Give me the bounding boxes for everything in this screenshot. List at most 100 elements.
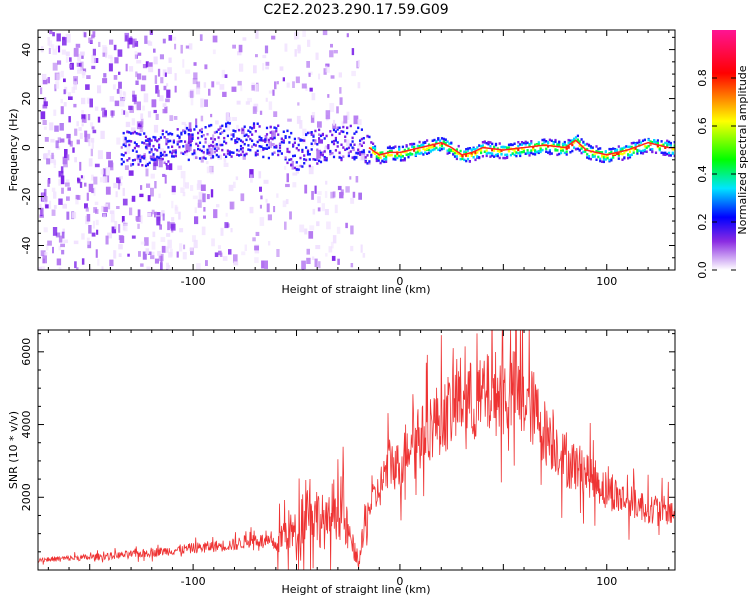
heatmap-cell [276,81,279,85]
heatmap-cell [359,139,362,142]
heatmap-cell [668,154,671,157]
heatmap-cell [137,132,140,136]
heatmap-cell [129,207,133,216]
heatmap-cell [344,140,347,143]
heatmap-cell [548,138,551,142]
heatmap-background [38,30,675,270]
heatmap-cell [318,73,321,80]
heatmap-cell [386,146,390,149]
heatmap-cell [122,198,128,206]
heatmap-cell [42,120,47,125]
heatmap-cell [74,157,77,163]
heatmap-cell [545,140,548,143]
heatmap-cell [254,144,257,147]
heatmap-cell [208,148,214,156]
heatmap-cell [619,147,622,151]
heatmap-cell [40,87,43,95]
heatmap-cell [206,194,210,200]
heatmap-cell [103,206,108,212]
heatmap-cell [156,139,159,142]
heatmap-cell [135,143,138,146]
heatmap-cell [453,155,457,158]
heatmap-cell [641,152,645,155]
heatmap-cell [352,191,356,198]
heatmap-cell [332,235,337,244]
heatmap-cell [341,121,345,125]
heatmap-cell [58,45,61,53]
heatmap-cell [455,155,458,158]
heatmap-cell [668,143,671,146]
heatmap-cell [43,126,47,130]
heatmap-cell [440,147,444,151]
heatmap-cell [92,129,97,134]
heatmap-cell [311,191,314,200]
heatmap-cell [95,249,98,258]
heatmap-cell [83,68,87,73]
heatmap-cell [368,135,371,139]
heatmap-cell [522,141,525,145]
heatmap-cell [483,140,486,143]
heatmap-cell [357,152,360,155]
heatmap-cell [271,35,276,40]
heatmap-cell [232,133,235,136]
heatmap-cell [526,149,529,152]
heatmap-cell [156,149,159,152]
heatmap-cell [128,105,133,110]
snr-y-tick-label: 4000 [20,411,33,439]
heatmap-cell [304,228,308,235]
heatmap-cell [192,195,198,200]
heatmap-cell [351,136,354,140]
heatmap-cell [377,154,380,158]
heatmap-cell [373,146,377,150]
heatmap-cell [119,236,125,243]
heatmap-cell [340,130,343,133]
heatmap-cell [108,63,113,72]
heatmap-cell [169,248,173,257]
heatmap-cell [191,152,194,156]
heatmap-cell [354,151,359,158]
heatmap-cell [409,153,412,157]
heatmap-cell [636,141,639,145]
heatmap-cell [208,145,211,148]
heatmap-cell [150,173,155,179]
heatmap-cell [206,151,209,154]
heatmap-cell [301,260,306,270]
heatmap-cell [481,144,484,147]
heatmap-cell [42,78,48,85]
heatmap-cell [206,148,209,152]
heatmap-cell [143,93,149,103]
heatmap-cell [105,167,110,176]
heatmap-cell [148,161,151,165]
heatmap-cell [641,149,645,152]
heatmap-cell [431,145,434,149]
heatmap-cell [84,182,87,187]
heatmap-cell [318,128,321,132]
heatmap-cell [66,133,71,139]
heatmap-cell [163,154,166,157]
heatmap-cell [180,133,183,136]
heatmap-cell [98,41,101,47]
heatmap-cell [610,157,613,161]
heatmap-cell [262,148,265,151]
heatmap-cell [136,60,142,64]
heatmap-cell [187,141,190,144]
heatmap-cell [66,196,70,201]
heatmap-cell [217,136,220,139]
heatmap-cell [169,115,174,121]
heatmap-cell [200,130,203,134]
heatmap-cell [599,157,602,161]
heatmap-cell [426,147,429,150]
heatmap-cell [125,111,129,118]
heatmap-cell [161,157,164,161]
heatmap-x-ticks: -100 0 100 [47,30,670,288]
heatmap-cell [122,187,125,196]
heatmap-cell [146,162,149,166]
heatmap-cell [418,140,421,144]
heatmap-cell [150,255,155,260]
heatmap-cell [247,144,250,147]
heatmap-cell [144,164,148,168]
heatmap-cell [90,122,94,127]
heatmap-cell [534,149,537,152]
heatmap-cell [353,155,356,159]
heatmap-cell [322,30,328,36]
